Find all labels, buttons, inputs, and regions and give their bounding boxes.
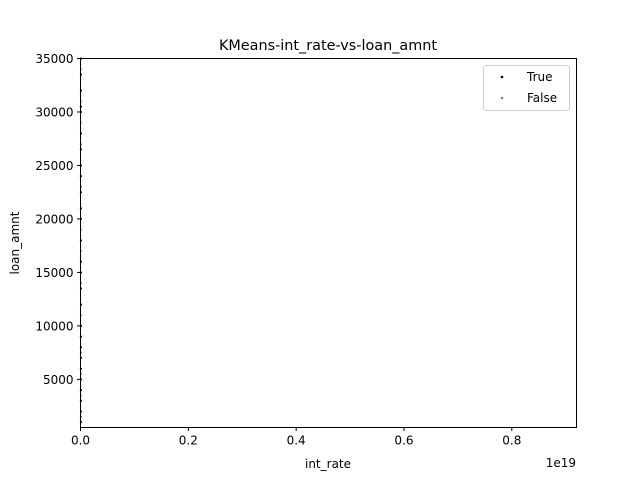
y-tick-label: 30000: [35, 105, 73, 119]
y-tick-label: 5000: [43, 373, 74, 387]
legend-marker-false: [500, 96, 504, 100]
y-axis-ticks: 5000 10000 15000 20000 25000 30000 35000: [35, 52, 81, 387]
legend: True False: [483, 65, 570, 111]
x-axis-label: int_rate: [305, 457, 351, 471]
x-axis-ticks: 0.0 0.2 0.4 0.6 0.8: [71, 427, 521, 448]
legend-marker-true: [500, 75, 504, 79]
x-tick-label: 0.4: [287, 434, 306, 448]
plot-area-frame: [80, 58, 577, 428]
legend-label-true: True: [526, 70, 553, 84]
x-tick-label: 0.8: [502, 434, 521, 448]
y-tick-label: 20000: [35, 212, 73, 226]
legend-box: [483, 65, 570, 111]
chart-title: KMeans-int_rate-vs-loan_amnt: [219, 38, 437, 54]
y-tick-label: 10000: [35, 319, 73, 333]
x-tick-label: 0.6: [394, 434, 413, 448]
y-tick-label: 25000: [35, 159, 73, 173]
y-tick-label: 35000: [35, 52, 73, 66]
x-tick-label: 0.2: [179, 434, 198, 448]
y-tick-label: 15000: [35, 266, 73, 280]
legend-label-false: False: [527, 91, 557, 105]
x-axis-offset-label: 1e19: [546, 456, 576, 470]
y-axis-label: loan_amnt: [8, 211, 22, 274]
x-tick-label: 0.0: [71, 434, 90, 448]
